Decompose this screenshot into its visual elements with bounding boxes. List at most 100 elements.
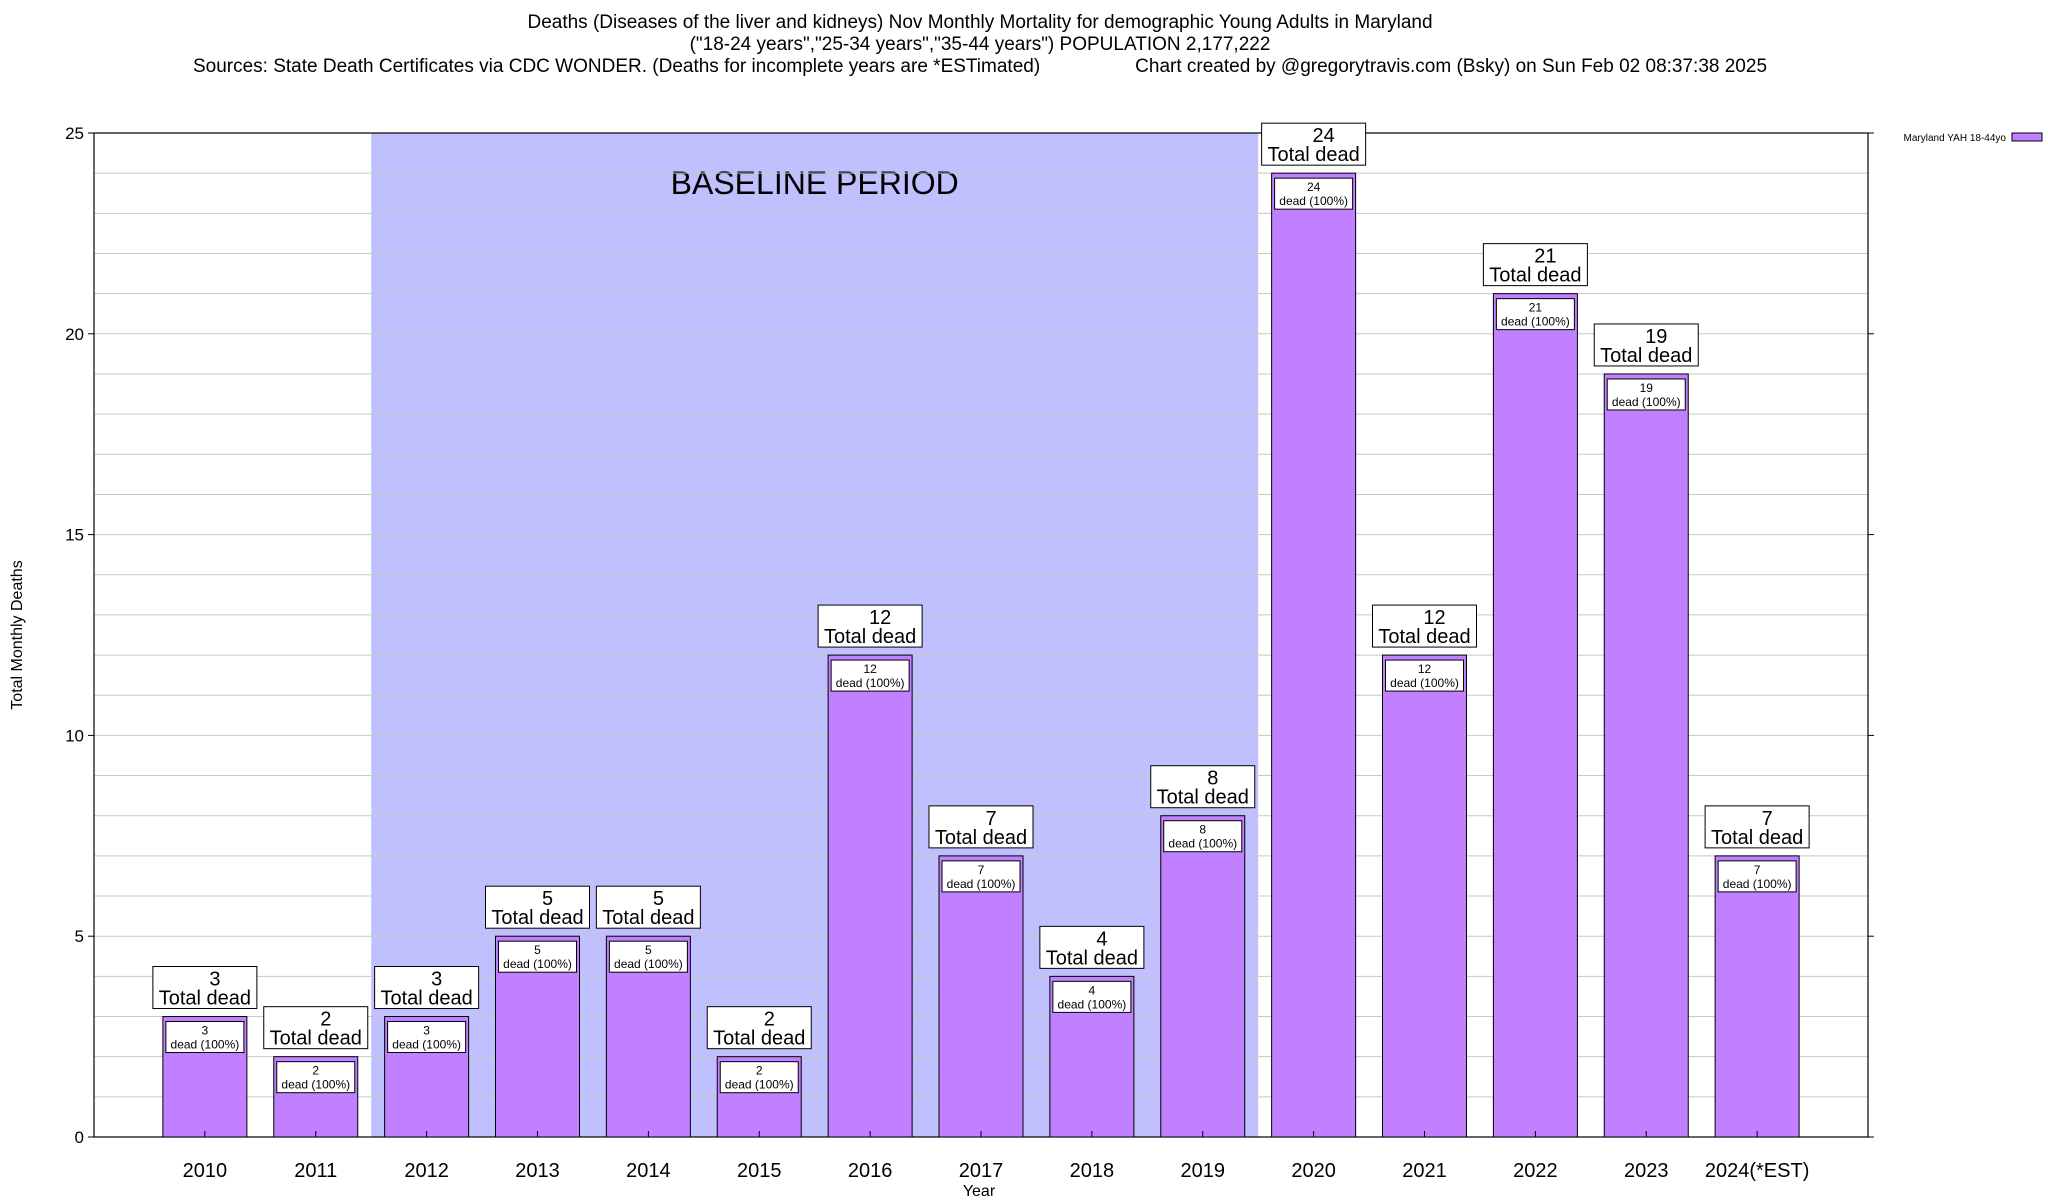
x-tick-label: 2021 bbox=[1402, 1160, 1447, 1182]
bar-inner-label-text: dead (100%) bbox=[1168, 837, 1237, 851]
legend-swatch bbox=[2011, 132, 2043, 142]
bar-top-label-value: 24 bbox=[1313, 125, 1335, 147]
bar-inner-label-box bbox=[830, 659, 910, 692]
bar-inner-label-value: 19 bbox=[1640, 381, 1654, 395]
bar-inner-label-box bbox=[387, 1021, 467, 1054]
chart-title-block: Deaths (Diseases of the liver and kidney… bbox=[0, 12, 1960, 78]
bar-top-label-text: Total dead bbox=[935, 827, 1027, 849]
bar-inner-label-value: 12 bbox=[1418, 662, 1432, 676]
bar-top-label-text: Total dead bbox=[1157, 787, 1249, 809]
bar-top-label-value: 21 bbox=[1534, 246, 1556, 268]
bar-inner-label-text: dead (100%) bbox=[1612, 395, 1681, 409]
bar-top-label-text: Total dead bbox=[1046, 947, 1138, 969]
x-tick-label: 2010 bbox=[183, 1160, 228, 1182]
bar-inner-label-box bbox=[1717, 860, 1797, 893]
bar-top-label-box bbox=[1039, 925, 1145, 969]
bar-inner-label-box bbox=[941, 860, 1021, 893]
bar-top-label-value: 5 bbox=[653, 888, 664, 910]
bar-inner-label-text: dead (100%) bbox=[281, 1078, 350, 1092]
bar-top-label-box bbox=[817, 604, 923, 648]
bar-top-label-text: Total dead bbox=[159, 988, 251, 1010]
bar-inner-label-value: 24 bbox=[1307, 180, 1321, 194]
x-tick-label: 2013 bbox=[515, 1160, 560, 1182]
y-tick-label: 0 bbox=[75, 1128, 84, 1147]
bar-top-label-text: Total dead bbox=[824, 626, 916, 648]
bar-inner-label-text: dead (100%) bbox=[171, 1038, 240, 1052]
bar-inner-label-value: 8 bbox=[1199, 823, 1206, 837]
y-axis-label: Total Monthly Deaths bbox=[9, 560, 26, 709]
bar-inner-label-box bbox=[1052, 980, 1132, 1013]
bar-top-label-box bbox=[374, 966, 480, 1010]
x-tick-label: 2024(*EST) bbox=[1705, 1160, 1810, 1182]
chart-sources: Sources: State Death Certificates via CD… bbox=[192, 56, 1041, 77]
bar-top-label-box bbox=[1704, 805, 1810, 849]
bar-inner-label-box bbox=[498, 940, 577, 973]
bar-top-label-text: Total dead bbox=[1267, 144, 1359, 166]
x-tick-label: 2019 bbox=[1181, 1160, 1226, 1182]
bar-top-label-value: 4 bbox=[1096, 928, 1107, 950]
bar-inner-label-value: 12 bbox=[863, 662, 877, 676]
x-tick-label: 2011 bbox=[294, 1160, 337, 1182]
bar-inner-label-box bbox=[1274, 177, 1354, 210]
bar-inner-label-box bbox=[608, 940, 688, 973]
bar bbox=[1271, 172, 1357, 1138]
bar-inner-label-text: dead (100%) bbox=[1723, 877, 1792, 891]
bar bbox=[1603, 373, 1689, 1138]
bar bbox=[1382, 654, 1467, 1138]
bar-top-label-value: 2 bbox=[320, 1009, 331, 1031]
bar-top-label-text: Total dead bbox=[270, 1028, 362, 1050]
bar-inner-label-text: dead (100%) bbox=[1058, 997, 1127, 1011]
bar-inner-label-text: dead (100%) bbox=[725, 1078, 794, 1092]
bar-top-label-text: Total dead bbox=[1711, 827, 1803, 849]
bar-inner-label-value: 2 bbox=[312, 1064, 319, 1078]
bar bbox=[938, 855, 1024, 1138]
bar-inner-label-text: dead (100%) bbox=[1279, 194, 1348, 208]
bar-top-label-value: 19 bbox=[1645, 326, 1667, 348]
bar-top-label-value: 7 bbox=[1762, 808, 1773, 830]
bar-inner-label-text: dead (100%) bbox=[614, 957, 683, 971]
bar-inner-label-value: 5 bbox=[645, 943, 652, 957]
bar-top-label-value: 5 bbox=[542, 888, 553, 910]
x-tick-label: 2018 bbox=[1070, 1160, 1115, 1182]
bar-top-label-text: Total dead bbox=[1600, 345, 1692, 367]
bar-top-label-value: 3 bbox=[209, 969, 220, 991]
bar-top-label-text: Total dead bbox=[1489, 265, 1581, 287]
x-tick-label: 2023 bbox=[1624, 1160, 1669, 1182]
bar-top-label-value: 2 bbox=[764, 1009, 775, 1031]
bar-inner-label-value: 3 bbox=[423, 1024, 430, 1038]
baseline-period-label: BASELINE PERIOD bbox=[671, 165, 959, 201]
bar-inner-label-value: 5 bbox=[534, 943, 541, 957]
x-tick-label: 2014 bbox=[626, 1160, 671, 1182]
bar bbox=[827, 654, 913, 1138]
bar-inner-label-value: 3 bbox=[202, 1024, 209, 1038]
bar-top-label-box bbox=[706, 1006, 812, 1050]
x-tick-label: 2015 bbox=[737, 1160, 782, 1182]
bar-top-label-box bbox=[1593, 323, 1699, 367]
x-axis-label: Year bbox=[963, 1183, 996, 1200]
chart-credit: Chart created by @gregorytravis.com (Bsk… bbox=[1135, 56, 1768, 77]
bar-top-label-text: Total dead bbox=[491, 907, 583, 929]
bar-top-label-value: 3 bbox=[431, 969, 442, 991]
x-tick-label: 2022 bbox=[1513, 1160, 1558, 1182]
bar-inner-label-text: dead (100%) bbox=[947, 877, 1016, 891]
bar-top-label-box bbox=[485, 885, 590, 929]
bar-top-label-text: Total dead bbox=[1378, 626, 1470, 648]
bar bbox=[1492, 293, 1578, 1138]
bar-inner-label-box bbox=[1163, 820, 1243, 853]
y-tick-label: 5 bbox=[75, 927, 84, 946]
bar-top-label-text: Total dead bbox=[602, 907, 694, 929]
chart-source-line: Sources: State Death Certificates via CD… bbox=[0, 56, 1960, 78]
bar-inner-label-value: 21 bbox=[1529, 301, 1543, 315]
x-tick-label: 2020 bbox=[1291, 1160, 1336, 1182]
chart-subtitle: ("18-24 years","25-34 years","35-44 year… bbox=[689, 34, 1271, 55]
x-tick-label: 2016 bbox=[848, 1160, 893, 1182]
bar-inner-label-value: 7 bbox=[1754, 863, 1761, 877]
bar-inner-label-box bbox=[719, 1061, 799, 1094]
bar-inner-label-box bbox=[1385, 659, 1464, 692]
bar-top-label-value: 12 bbox=[1423, 607, 1445, 629]
bar-inner-label-text: dead (100%) bbox=[392, 1038, 461, 1052]
bar-inner-label-text: dead (100%) bbox=[836, 676, 905, 690]
bar-inner-label-text: dead (100%) bbox=[1390, 676, 1459, 690]
bar-top-label-box bbox=[1150, 765, 1256, 809]
